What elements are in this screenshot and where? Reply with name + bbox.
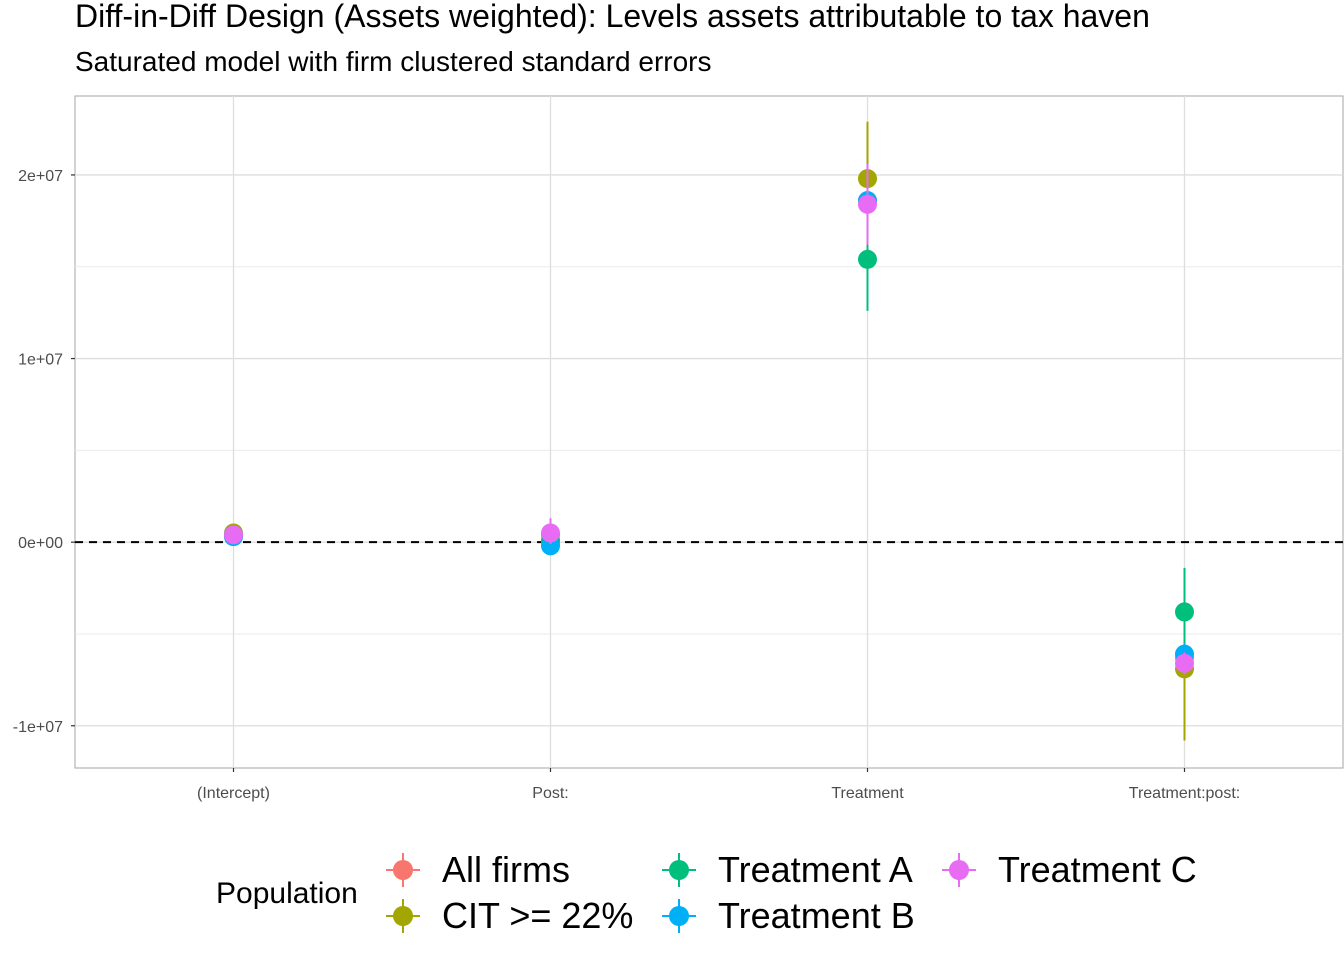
x-tick-label: (Intercept) bbox=[197, 785, 270, 802]
x-tick-label: Treatment bbox=[831, 785, 904, 802]
y-tick-label: 2e+07 bbox=[18, 168, 63, 185]
x-tick-label: Post: bbox=[532, 785, 568, 802]
legend-label: CIT >= 22% bbox=[442, 895, 633, 936]
series-group bbox=[224, 121, 1194, 741]
y-tick-label: -1e+07 bbox=[13, 719, 63, 736]
axes: -1e+07 0e+00 1e+07 2e+07 (Intercept) Post: Tre… bbox=[13, 168, 1343, 802]
legend-label: Treatment C bbox=[998, 849, 1197, 890]
point-estimate bbox=[1175, 602, 1194, 622]
chart-subtitle: Saturated model with firm clustered stan… bbox=[75, 46, 712, 77]
series bbox=[224, 121, 1194, 741]
series-group bbox=[224, 185, 1194, 666]
panel-border bbox=[74, 95, 1344, 769]
series-group bbox=[224, 208, 1194, 656]
legend-item: All firms bbox=[386, 849, 570, 890]
point-estimate bbox=[224, 525, 243, 545]
point-estimate bbox=[1175, 653, 1194, 673]
point-estimate bbox=[541, 523, 560, 543]
point-estimate bbox=[858, 249, 877, 269]
series-group bbox=[224, 163, 1194, 675]
legend-key-dot bbox=[949, 860, 969, 880]
chart-title: Diff-in-Diff Design (Assets weighted): L… bbox=[75, 0, 1150, 34]
legend-label: Treatment B bbox=[718, 895, 915, 936]
legend-key-dot bbox=[669, 906, 689, 926]
legend-key-dot bbox=[393, 906, 413, 926]
legend-label: Treatment A bbox=[718, 849, 913, 890]
x-tick-label: Treatment:post: bbox=[1129, 785, 1240, 802]
legend-key-dot bbox=[669, 860, 689, 880]
y-tick-label: 0e+00 bbox=[18, 535, 63, 552]
legend-item: Treatment A bbox=[662, 849, 913, 890]
legend-item: Treatment B bbox=[662, 895, 915, 936]
grid bbox=[74, 95, 1344, 769]
point-estimate bbox=[858, 194, 877, 214]
series-group bbox=[224, 191, 1194, 668]
legend-item: CIT >= 22% bbox=[386, 895, 633, 936]
legend: Population All firms CIT >= 22% Treatment A… bbox=[216, 849, 1197, 936]
legend-item: Treatment C bbox=[942, 849, 1197, 890]
legend-title: Population bbox=[216, 877, 358, 910]
legend-key-dot bbox=[393, 860, 413, 880]
y-tick-label: 1e+07 bbox=[18, 352, 63, 369]
legend-label: All firms bbox=[442, 849, 570, 890]
